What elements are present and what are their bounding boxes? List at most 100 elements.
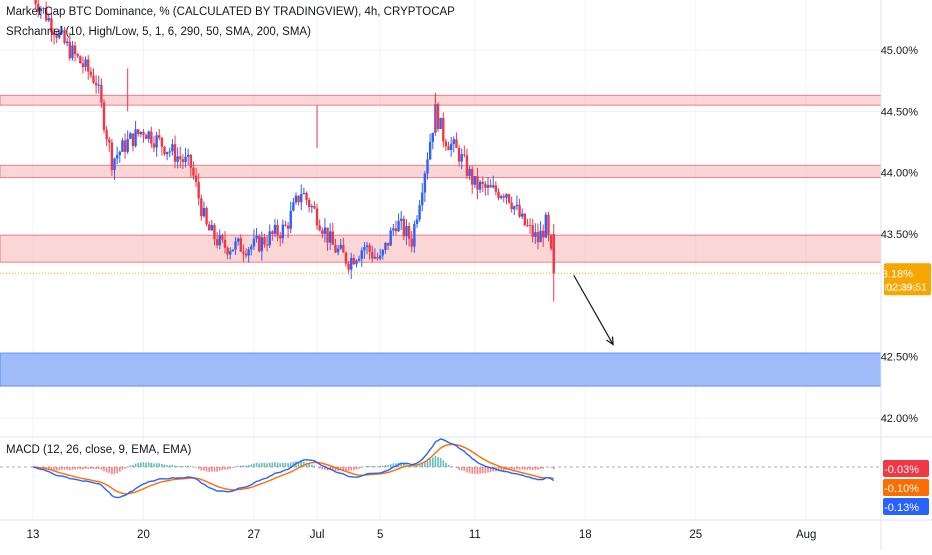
annotation-arrow-head <box>606 336 614 346</box>
candle-body <box>87 59 90 72</box>
candle-body <box>502 196 505 198</box>
chart-title: Market Cap BTC Dominance, % (CALCULATED … <box>6 6 455 18</box>
candle-body <box>528 225 532 227</box>
candle-body <box>192 167 195 176</box>
candle-body <box>510 202 513 210</box>
macd-value-label: -0.03% <box>884 464 919 476</box>
candle-body <box>265 244 269 246</box>
candle-body <box>200 198 203 217</box>
candle-body <box>526 225 529 227</box>
candle-body <box>281 224 285 239</box>
candle-body <box>252 238 256 247</box>
candle-body <box>65 41 69 43</box>
candle-body <box>418 205 421 220</box>
indicator-legend: SRchannel (10, High/Low, 5, 1, 6, 290, 5… <box>6 26 311 38</box>
candle-body <box>421 192 424 206</box>
candle-body <box>218 235 221 246</box>
candle-body <box>257 235 261 252</box>
candle-body <box>442 117 445 142</box>
macd-value-label: -0.10% <box>884 483 919 495</box>
y-tick-label: 45.00% <box>881 45 919 57</box>
candle-body <box>123 140 127 152</box>
candle-body <box>536 232 540 243</box>
macd-value-tag <box>883 460 929 477</box>
candle-body <box>318 225 321 231</box>
candle-body <box>110 142 114 171</box>
candle-body <box>323 227 327 234</box>
candle-body <box>121 140 124 152</box>
candle-body <box>81 63 85 68</box>
x-tick-label: 27 <box>248 529 261 541</box>
candle-body <box>34 0 37 4</box>
candle-body <box>413 224 416 247</box>
candle-body <box>544 214 548 238</box>
candle-body <box>189 154 192 168</box>
candle-body <box>60 30 64 33</box>
candle-body <box>173 144 177 162</box>
candle-body <box>473 176 477 185</box>
candle-body <box>315 208 319 226</box>
candle-body <box>73 45 77 55</box>
current-price-label: 43.18% <box>876 268 914 280</box>
candle-body <box>118 151 121 156</box>
candle-body <box>402 218 406 237</box>
candle-body <box>447 146 450 150</box>
candle-body <box>68 41 72 59</box>
macd-signal-line <box>32 443 554 495</box>
candle-body <box>273 224 277 234</box>
candle-body <box>160 137 164 147</box>
candle-body <box>165 151 169 155</box>
candle-body <box>300 194 303 203</box>
candle-body <box>100 84 103 103</box>
candle-body <box>176 156 179 162</box>
candle-body <box>268 231 271 246</box>
candle-body <box>542 230 545 238</box>
candle-body <box>344 252 348 264</box>
candle-body <box>260 237 264 252</box>
candle-body <box>202 208 206 217</box>
candle-body <box>465 155 469 176</box>
macd-legend: MACD (12, 26, close, 9, EMA, EMA) <box>6 444 192 456</box>
candle-body <box>310 206 313 208</box>
candle-body <box>89 71 93 76</box>
candle-body <box>84 59 87 68</box>
candle-body <box>431 132 434 142</box>
candle-body <box>392 228 395 231</box>
candle-body <box>52 32 56 35</box>
candle-body <box>305 192 308 200</box>
resistance-zone-1 <box>0 94 882 106</box>
candle-body <box>460 154 463 162</box>
candle-body <box>208 224 211 231</box>
candle-body <box>378 255 382 259</box>
candle-body <box>505 194 508 198</box>
candle-body <box>518 204 521 217</box>
candle-body <box>400 218 403 221</box>
candle-body <box>384 242 387 250</box>
candle-body <box>279 235 282 239</box>
candle-body <box>79 56 82 64</box>
candle-body <box>423 173 427 193</box>
candle-body <box>184 156 187 163</box>
candle-body <box>539 230 542 243</box>
candle-body <box>289 210 292 229</box>
candle-body <box>531 225 534 237</box>
candle-body <box>94 82 98 86</box>
candle-body <box>313 206 316 209</box>
candle-body <box>426 159 429 174</box>
hidden-axis-label: 43.00% <box>881 282 917 294</box>
support-zone-target <box>0 352 882 387</box>
candle-body <box>297 195 300 203</box>
candle-body <box>113 158 116 171</box>
candle-body <box>152 143 156 148</box>
candle-body <box>468 168 471 176</box>
annotation-arrow <box>573 274 614 345</box>
x-tick-label: 13 <box>27 529 40 541</box>
candle-body <box>105 129 108 140</box>
candle-body <box>131 133 135 147</box>
candle-body <box>492 185 495 188</box>
candle-body <box>139 132 143 134</box>
candle-body <box>452 139 455 144</box>
candle-body <box>276 224 279 236</box>
